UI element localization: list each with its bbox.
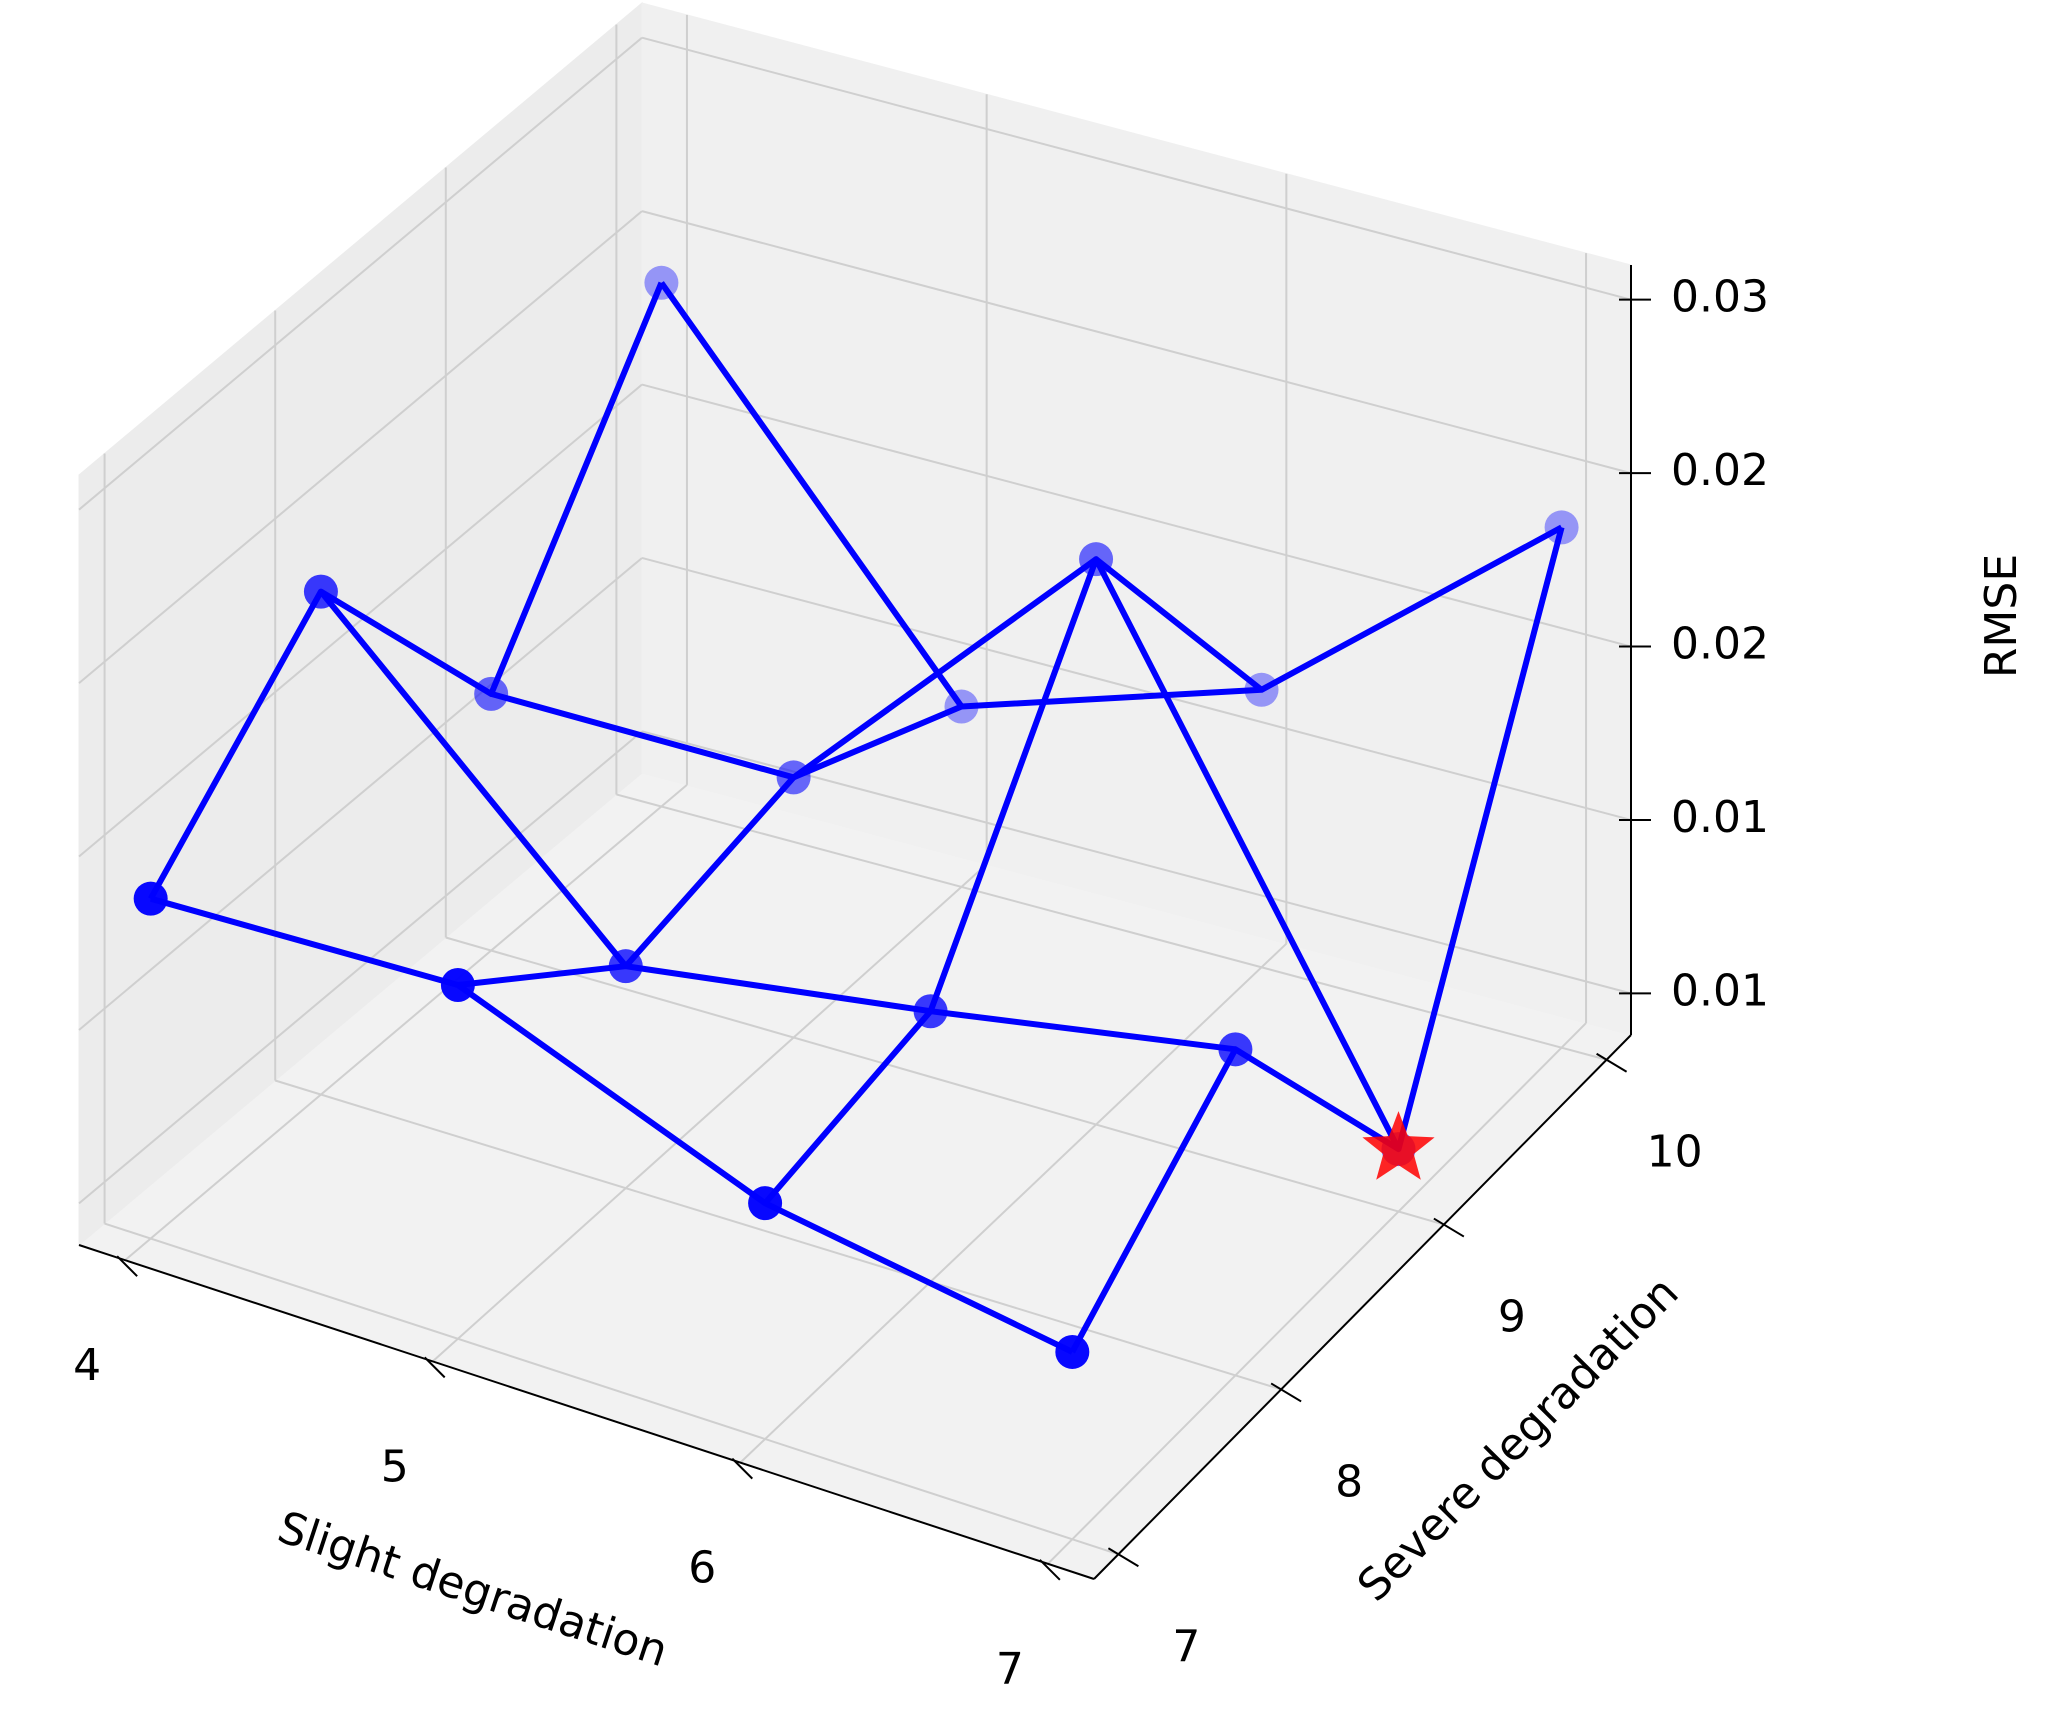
wire-column [762,556,1264,1206]
y-tick-label: 8 [1335,1456,1363,1507]
point [1079,542,1114,577]
wire-row [658,281,1564,710]
point [644,265,679,300]
x-tick-label: 6 [688,1543,716,1594]
y-tick [1107,1547,1139,1568]
grid [78,14,1632,1565]
min-star [1362,1111,1435,1180]
wire-row [318,589,1236,1053]
z-tick-label: 0.02 [1671,445,1769,496]
y-tick [1596,1052,1628,1073]
point [474,676,509,711]
z-tick-label: 0.03 [1671,272,1769,323]
y-tick-label: 7 [1172,1621,1200,1672]
x-tick-label: 4 [73,1340,101,1391]
point [748,1186,783,1221]
x-axis-line [78,1244,1095,1580]
grid-line [78,730,643,1205]
grid-line [1047,1022,1587,1565]
grid-line [78,557,643,1031]
x-tick-label: 7 [996,1644,1024,1695]
point [1218,1032,1253,1067]
z-tick-label: 0.01 [1671,792,1769,843]
grid-line [274,1079,1282,1391]
point [303,574,338,609]
wire-row [490,556,1402,1151]
point [1244,672,1279,707]
z-tick-label: 0.01 [1671,965,1769,1016]
grid-line [641,210,1632,475]
grid-line [78,210,643,684]
y-tick-label: 9 [1498,1292,1526,1343]
point [608,949,643,984]
point [944,689,979,724]
wire-column [148,281,665,901]
y-tick [1270,1382,1302,1403]
wire-row [149,895,1074,1355]
panes [77,1,1632,1580]
x-axis-label: Slight degradation [272,1502,674,1677]
z-tick-label: 0.02 [1671,619,1769,670]
y-tick-label: 10 [1647,1127,1703,1178]
point [776,760,811,795]
grid-line [739,942,1288,1464]
grid-line [641,556,1632,821]
y-axis-line [1093,1034,1632,1580]
point [913,994,948,1029]
grid-line [78,36,643,511]
grid-line [641,36,1632,301]
grid-line [616,793,1607,1061]
x-tick-label: 5 [381,1441,409,1492]
point [1544,510,1579,545]
grid-line [641,383,1632,648]
z-axis-label: RMSE [1976,554,2027,678]
y-tick [1433,1217,1465,1238]
marks [133,265,1579,1369]
wire-column [457,703,963,988]
point [440,968,475,1003]
point [133,881,168,916]
grid-line [78,383,643,858]
grid-line [124,784,688,1261]
grid-line [104,1222,1119,1556]
grid-line [432,863,988,1363]
grid-line [445,936,1445,1226]
point [1055,1334,1090,1369]
wire-column [1069,526,1565,1354]
